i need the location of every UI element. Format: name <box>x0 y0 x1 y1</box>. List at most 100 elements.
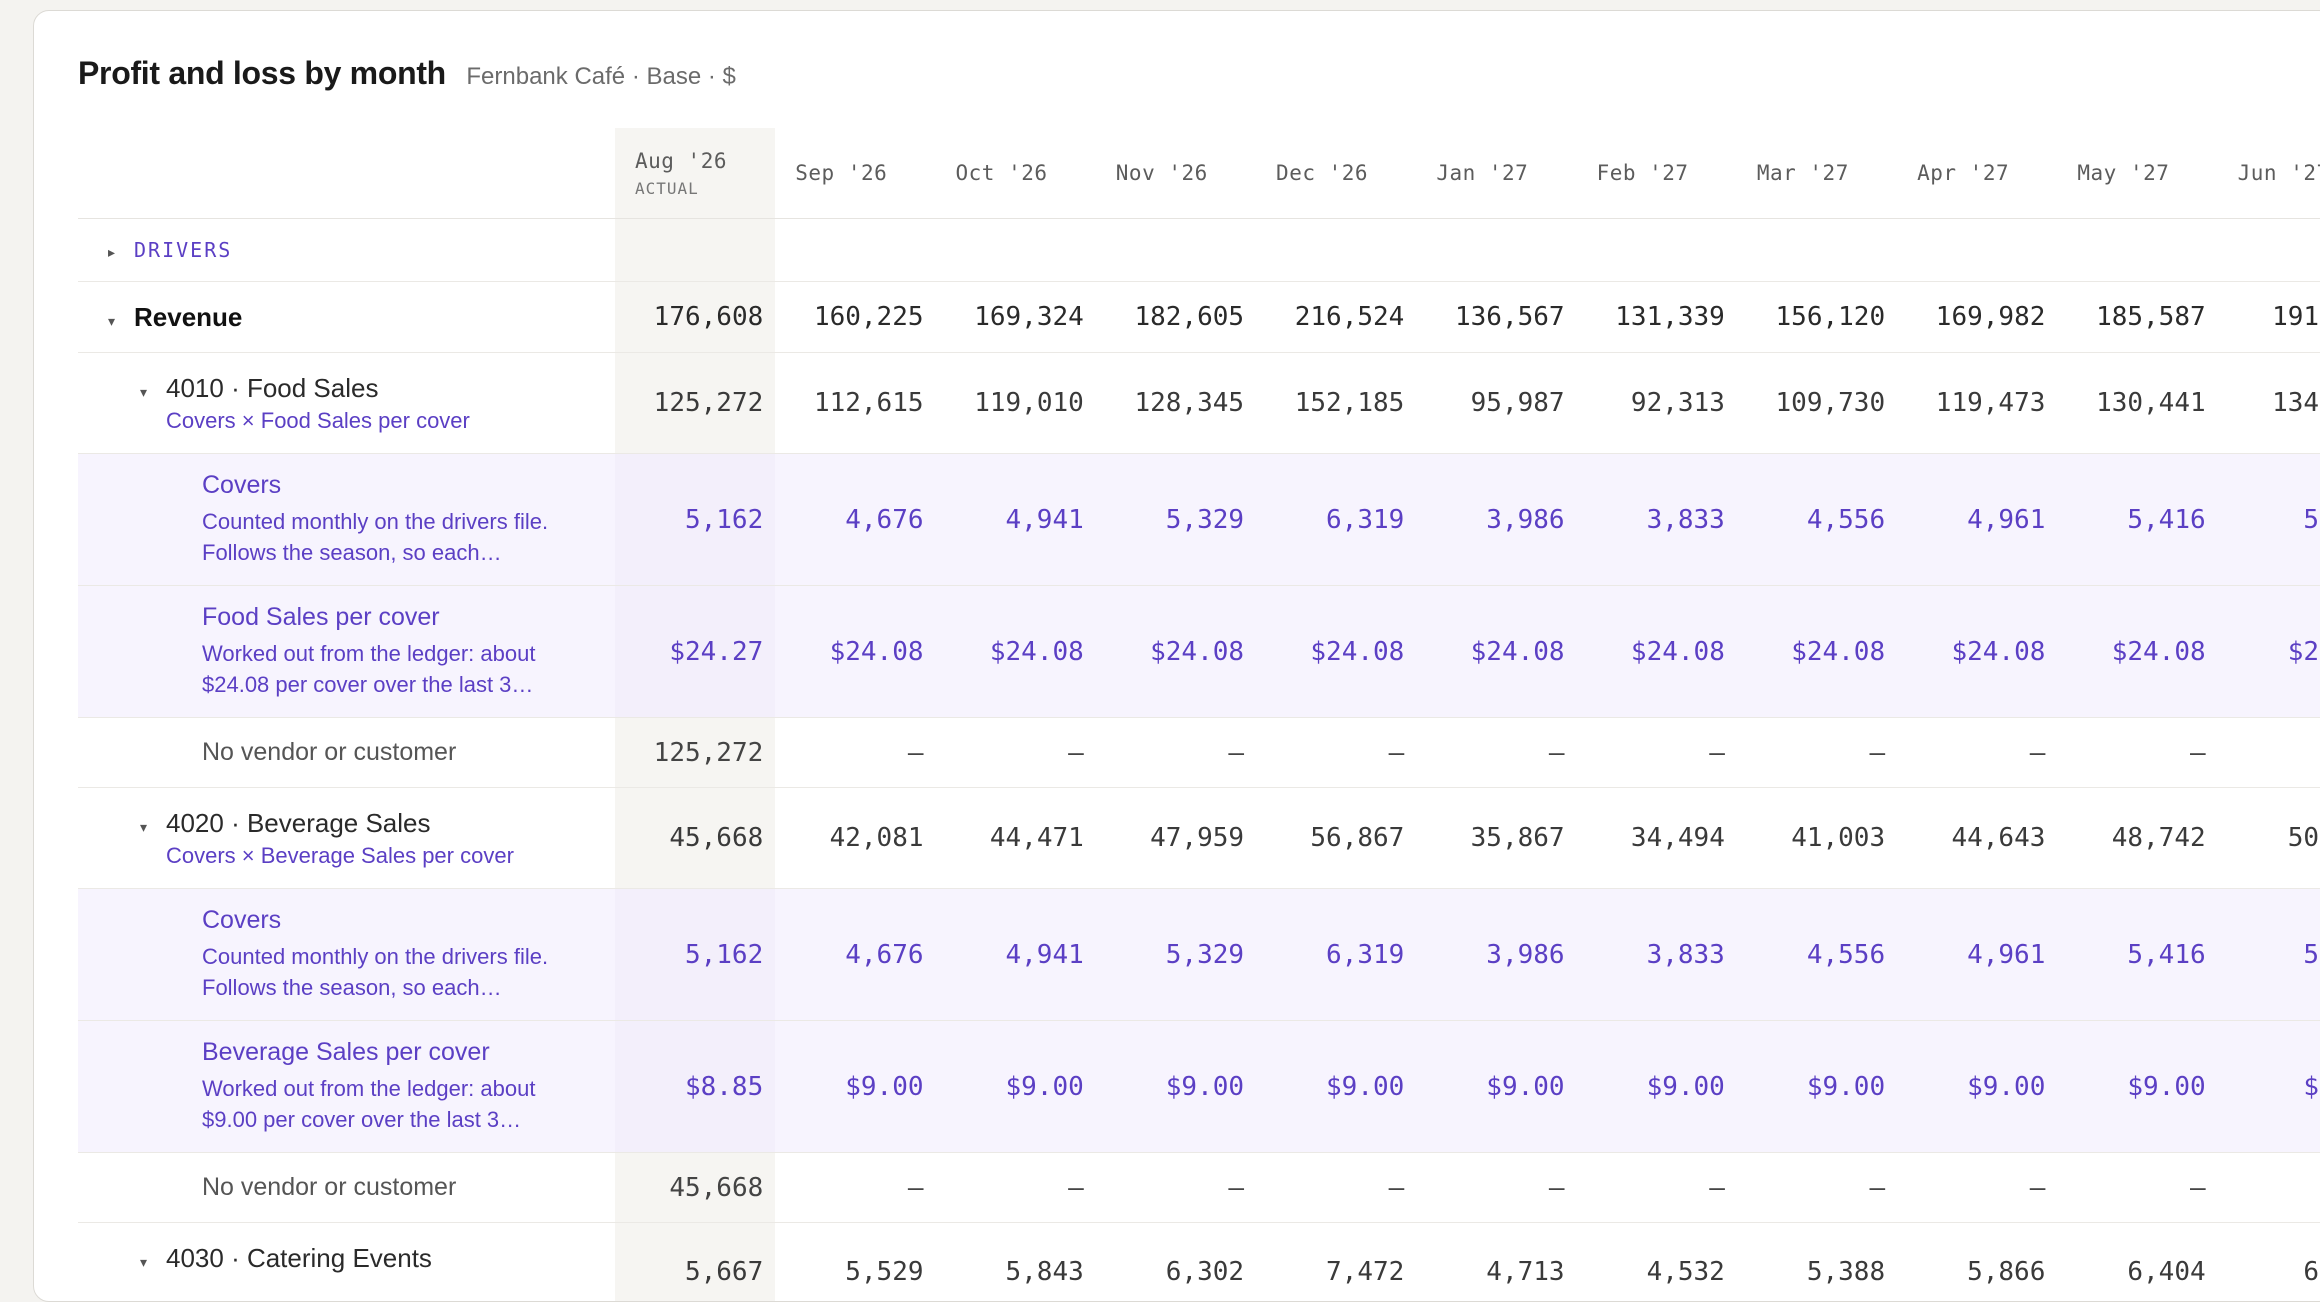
value-cell[interactable]: — <box>775 1153 935 1223</box>
caret-down-icon[interactable]: ▾ <box>140 1254 166 1271</box>
month-header[interactable]: Feb '27 <box>1577 128 1737 219</box>
value-cell[interactable]: 42,081 <box>775 788 935 889</box>
month-header[interactable]: Apr '27 <box>1897 128 2057 219</box>
account-formula[interactable]: Covers × Food Sales per cover <box>140 408 615 434</box>
driver-label-cell[interactable]: Covers Counted monthly on the drivers fi… <box>78 889 615 1021</box>
driver-value-cell[interactable]: 4,941 <box>936 889 1096 1021</box>
value-cell[interactable]: 136,567 <box>1416 282 1576 353</box>
driver-value-cell[interactable]: 6,319 <box>1256 889 1416 1021</box>
driver-value-cell[interactable]: $9.00 <box>1256 1021 1416 1153</box>
value-cell[interactable]: 109,730 <box>1737 353 1897 454</box>
driver-value-cell[interactable]: $9.00 <box>1897 1021 2057 1153</box>
value-cell[interactable]: 4,532 <box>1577 1223 1737 1302</box>
month-header[interactable]: Oct '26 <box>936 128 1096 219</box>
driver-name[interactable]: Covers <box>202 906 615 935</box>
month-header[interactable]: Sep '26 <box>775 128 935 219</box>
value-cell[interactable]: 128,345 <box>1096 353 1256 454</box>
value-cell[interactable]: - <box>2218 1153 2320 1223</box>
value-cell[interactable]: — <box>1737 718 1897 788</box>
driver-value-cell[interactable]: $24.08 <box>1577 586 1737 718</box>
driver-value-cell[interactable]: 5,416 <box>2057 454 2217 586</box>
value-cell[interactable]: — <box>1577 1153 1737 1223</box>
account-formula[interactable]: Covers × Beverage Sales per cover <box>140 843 615 869</box>
value-cell[interactable]: 4,713 <box>1416 1223 1576 1302</box>
value-cell[interactable]: 92,313 <box>1577 353 1737 454</box>
value-cell[interactable]: 7,472 <box>1256 1223 1416 1302</box>
caret-right-icon[interactable]: ▸ <box>108 244 134 261</box>
account-label-cell[interactable]: ▾4030 · Catering Events <box>78 1223 615 1302</box>
driver-value-cell[interactable]: $24.0 <box>2218 586 2320 718</box>
driver-value-cell[interactable]: 4,941 <box>936 454 1096 586</box>
driver-value-cell[interactable]: $24.08 <box>1256 586 1416 718</box>
value-cell[interactable]: 50,31 <box>2218 788 2320 889</box>
value-cell[interactable]: 185,587 <box>2057 282 2217 353</box>
value-cell[interactable]: — <box>1577 718 1737 788</box>
value-cell[interactable]: — <box>936 1153 1096 1223</box>
value-cell[interactable]: 5,667 <box>615 1223 775 1302</box>
caret-down-icon[interactable]: ▾ <box>140 819 166 836</box>
driver-label-cell[interactable]: Food Sales per cover Worked out from the… <box>78 586 615 718</box>
account-row-beverage-sales[interactable]: ▾4020 · Beverage Sales Covers × Beverage… <box>78 788 2320 889</box>
driver-value-cell[interactable]: $9.00 <box>775 1021 935 1153</box>
driver-row-food-per-cover[interactable]: Food Sales per cover Worked out from the… <box>78 586 2320 718</box>
driver-value-cell[interactable]: $8.85 <box>615 1021 775 1153</box>
value-cell[interactable]: 41,003 <box>1737 788 1897 889</box>
account-row-catering[interactable]: ▾4030 · Catering Events 5,667 5,529 5,84… <box>78 1223 2320 1302</box>
value-cell[interactable]: 47,959 <box>1096 788 1256 889</box>
driver-value-cell[interactable]: $24.08 <box>1737 586 1897 718</box>
driver-value-cell[interactable]: 3,986 <box>1416 889 1576 1021</box>
driver-value-cell[interactable]: 4,676 <box>775 454 935 586</box>
driver-value-cell[interactable]: $9.00 <box>1416 1021 1576 1153</box>
value-cell[interactable]: — <box>1897 718 2057 788</box>
vendor-row[interactable]: No vendor or customer 125,272 — — — — — … <box>78 718 2320 788</box>
value-cell[interactable]: 119,473 <box>1897 353 2057 454</box>
driver-value-cell[interactable]: $24.27 <box>615 586 775 718</box>
driver-value-cell[interactable]: $24.08 <box>1096 586 1256 718</box>
driver-value-cell[interactable]: 5,329 <box>1096 454 1256 586</box>
driver-value-cell[interactable]: 4,961 <box>1897 889 2057 1021</box>
value-cell[interactable]: 119,010 <box>936 353 1096 454</box>
value-cell[interactable]: — <box>1897 1153 2057 1223</box>
month-header[interactable]: May '27 <box>2057 128 2217 219</box>
driver-value-cell[interactable]: 5,162 <box>615 889 775 1021</box>
value-cell[interactable]: 5,866 <box>1897 1223 2057 1302</box>
value-cell[interactable]: 95,987 <box>1416 353 1576 454</box>
value-cell[interactable]: — <box>1256 1153 1416 1223</box>
value-cell[interactable]: 125,272 <box>615 353 775 454</box>
driver-value-cell[interactable]: 4,556 <box>1737 454 1897 586</box>
value-cell[interactable]: 182,605 <box>1096 282 1256 353</box>
value-cell[interactable]: 5,388 <box>1737 1223 1897 1302</box>
driver-value-cell[interactable]: $9.00 <box>936 1021 1096 1153</box>
account-label-cell[interactable]: ▾4020 · Beverage Sales Covers × Beverage… <box>78 788 615 889</box>
driver-value-cell[interactable]: 3,833 <box>1577 889 1737 1021</box>
driver-value-cell[interactable]: $9.0 <box>2218 1021 2320 1153</box>
value-cell[interactable]: 44,471 <box>936 788 1096 889</box>
value-cell[interactable]: 6,302 <box>1096 1223 1256 1302</box>
vendor-row[interactable]: No vendor or customer 45,668 — — — — — —… <box>78 1153 2320 1223</box>
caret-down-icon[interactable]: ▾ <box>140 384 166 401</box>
value-cell[interactable]: - <box>2218 718 2320 788</box>
driver-name[interactable]: Food Sales per cover <box>202 603 615 632</box>
value-cell[interactable]: 216,524 <box>1256 282 1416 353</box>
driver-row-covers[interactable]: Covers Counted monthly on the drivers fi… <box>78 454 2320 586</box>
value-cell[interactable]: — <box>1096 718 1256 788</box>
driver-value-cell[interactable]: $9.00 <box>2057 1021 2217 1153</box>
driver-value-cell[interactable]: 5,329 <box>1096 889 1256 1021</box>
value-cell[interactable]: 35,867 <box>1416 788 1576 889</box>
driver-value-cell[interactable]: $24.08 <box>2057 586 2217 718</box>
driver-name[interactable]: Beverage Sales per cover <box>202 1038 615 1067</box>
driver-value-cell[interactable]: $24.08 <box>1897 586 2057 718</box>
value-cell[interactable]: — <box>2057 718 2217 788</box>
value-cell[interactable]: 125,272 <box>615 718 775 788</box>
account-row-food-sales[interactable]: ▾4010 · Food Sales Covers × Food Sales p… <box>78 353 2320 454</box>
value-cell[interactable]: 131,339 <box>1577 282 1737 353</box>
driver-value-cell[interactable]: $24.08 <box>936 586 1096 718</box>
value-cell[interactable]: — <box>1096 1153 1256 1223</box>
driver-value-cell[interactable]: 3,986 <box>1416 454 1576 586</box>
value-cell[interactable]: — <box>2057 1153 2217 1223</box>
revenue-toggle[interactable]: ▾Revenue <box>78 282 615 353</box>
month-header[interactable]: Jun '27 <box>2218 128 2320 219</box>
driver-name[interactable]: Covers <box>202 471 615 500</box>
month-header[interactable]: Mar '27 <box>1737 128 1897 219</box>
value-cell[interactable]: 134,65 <box>2218 353 2320 454</box>
